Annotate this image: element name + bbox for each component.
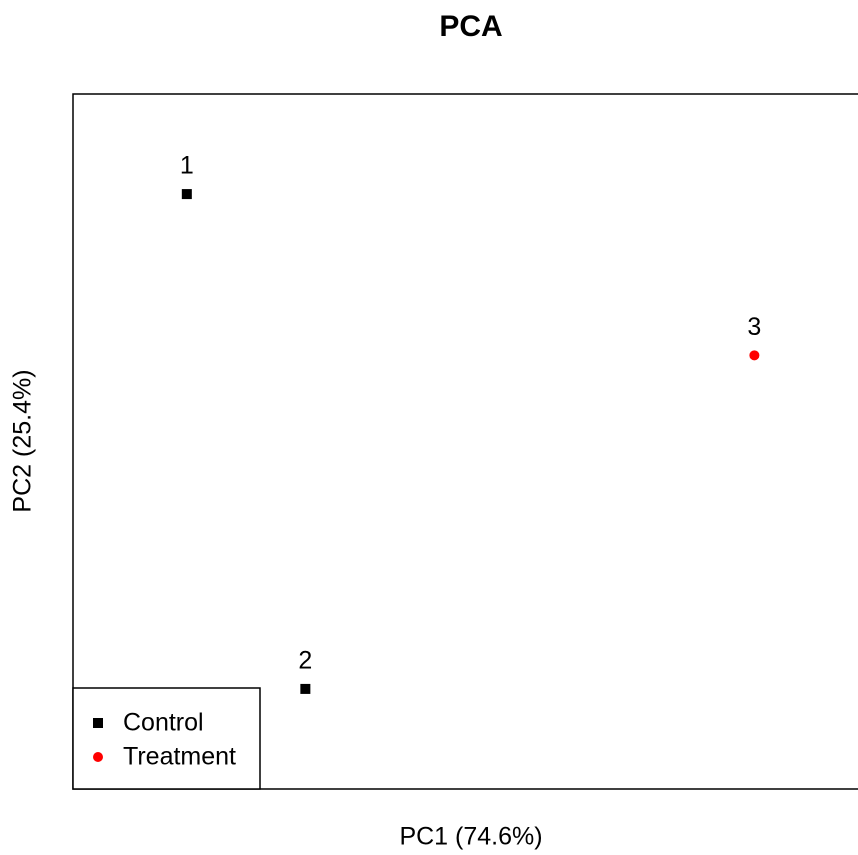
point [749, 350, 760, 361]
point-label: 3 [747, 313, 761, 341]
legend-label: Control [123, 709, 204, 737]
x-axis-label: PC1 (74.6%) [399, 823, 542, 851]
point-label: 2 [298, 647, 312, 675]
point [181, 189, 192, 200]
point-label: 1 [180, 152, 194, 180]
legend-label: Treatment [123, 743, 236, 771]
legend-box [72, 687, 261, 790]
legend-marker [93, 752, 103, 762]
chart-title: PCA [439, 10, 502, 43]
point [300, 683, 311, 694]
y-axis-label: PC2 (25.4%) [9, 369, 37, 512]
plot-frame [72, 93, 858, 790]
legend-marker [93, 718, 103, 728]
